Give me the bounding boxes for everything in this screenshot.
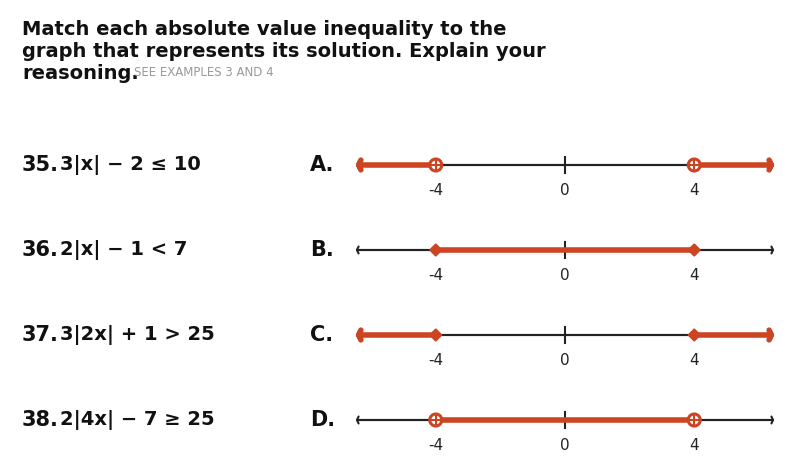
Text: 4: 4: [690, 353, 699, 368]
Text: 2|4x| − 7 ≥ 25: 2|4x| − 7 ≥ 25: [60, 410, 214, 430]
Text: 2|x| − 1 < 7: 2|x| − 1 < 7: [60, 240, 187, 260]
Text: 4: 4: [690, 183, 699, 198]
Polygon shape: [688, 244, 700, 256]
Text: 3|2x| + 1 > 25: 3|2x| + 1 > 25: [60, 325, 214, 345]
Text: graph that represents its solution. Explain your: graph that represents its solution. Expl…: [22, 42, 546, 61]
Circle shape: [688, 159, 700, 171]
Text: A.: A.: [310, 155, 334, 175]
Text: 36.: 36.: [22, 240, 59, 260]
Text: 35.: 35.: [22, 155, 59, 175]
Text: 0: 0: [560, 353, 570, 368]
Text: 4: 4: [690, 438, 699, 453]
Text: -4: -4: [428, 183, 443, 198]
Text: reasoning.: reasoning.: [22, 64, 138, 83]
Text: 38.: 38.: [22, 410, 59, 430]
Circle shape: [688, 414, 700, 426]
Text: C.: C.: [310, 325, 333, 345]
Polygon shape: [688, 329, 700, 341]
Text: -4: -4: [428, 438, 443, 453]
Text: 0: 0: [560, 438, 570, 453]
Text: 0: 0: [560, 183, 570, 198]
Text: Match each absolute value inequality to the: Match each absolute value inequality to …: [22, 20, 506, 39]
Text: B.: B.: [310, 240, 334, 260]
Polygon shape: [430, 329, 442, 341]
Text: 4: 4: [690, 268, 699, 283]
Text: SEE EXAMPLES 3 AND 4: SEE EXAMPLES 3 AND 4: [134, 66, 274, 79]
Text: 0: 0: [560, 268, 570, 283]
Polygon shape: [430, 244, 442, 256]
Text: -4: -4: [428, 268, 443, 283]
Text: 37.: 37.: [22, 325, 59, 345]
Text: 3|x| − 2 ≤ 10: 3|x| − 2 ≤ 10: [60, 155, 201, 175]
Circle shape: [430, 159, 442, 171]
Text: -4: -4: [428, 353, 443, 368]
Circle shape: [430, 414, 442, 426]
Text: D.: D.: [310, 410, 335, 430]
